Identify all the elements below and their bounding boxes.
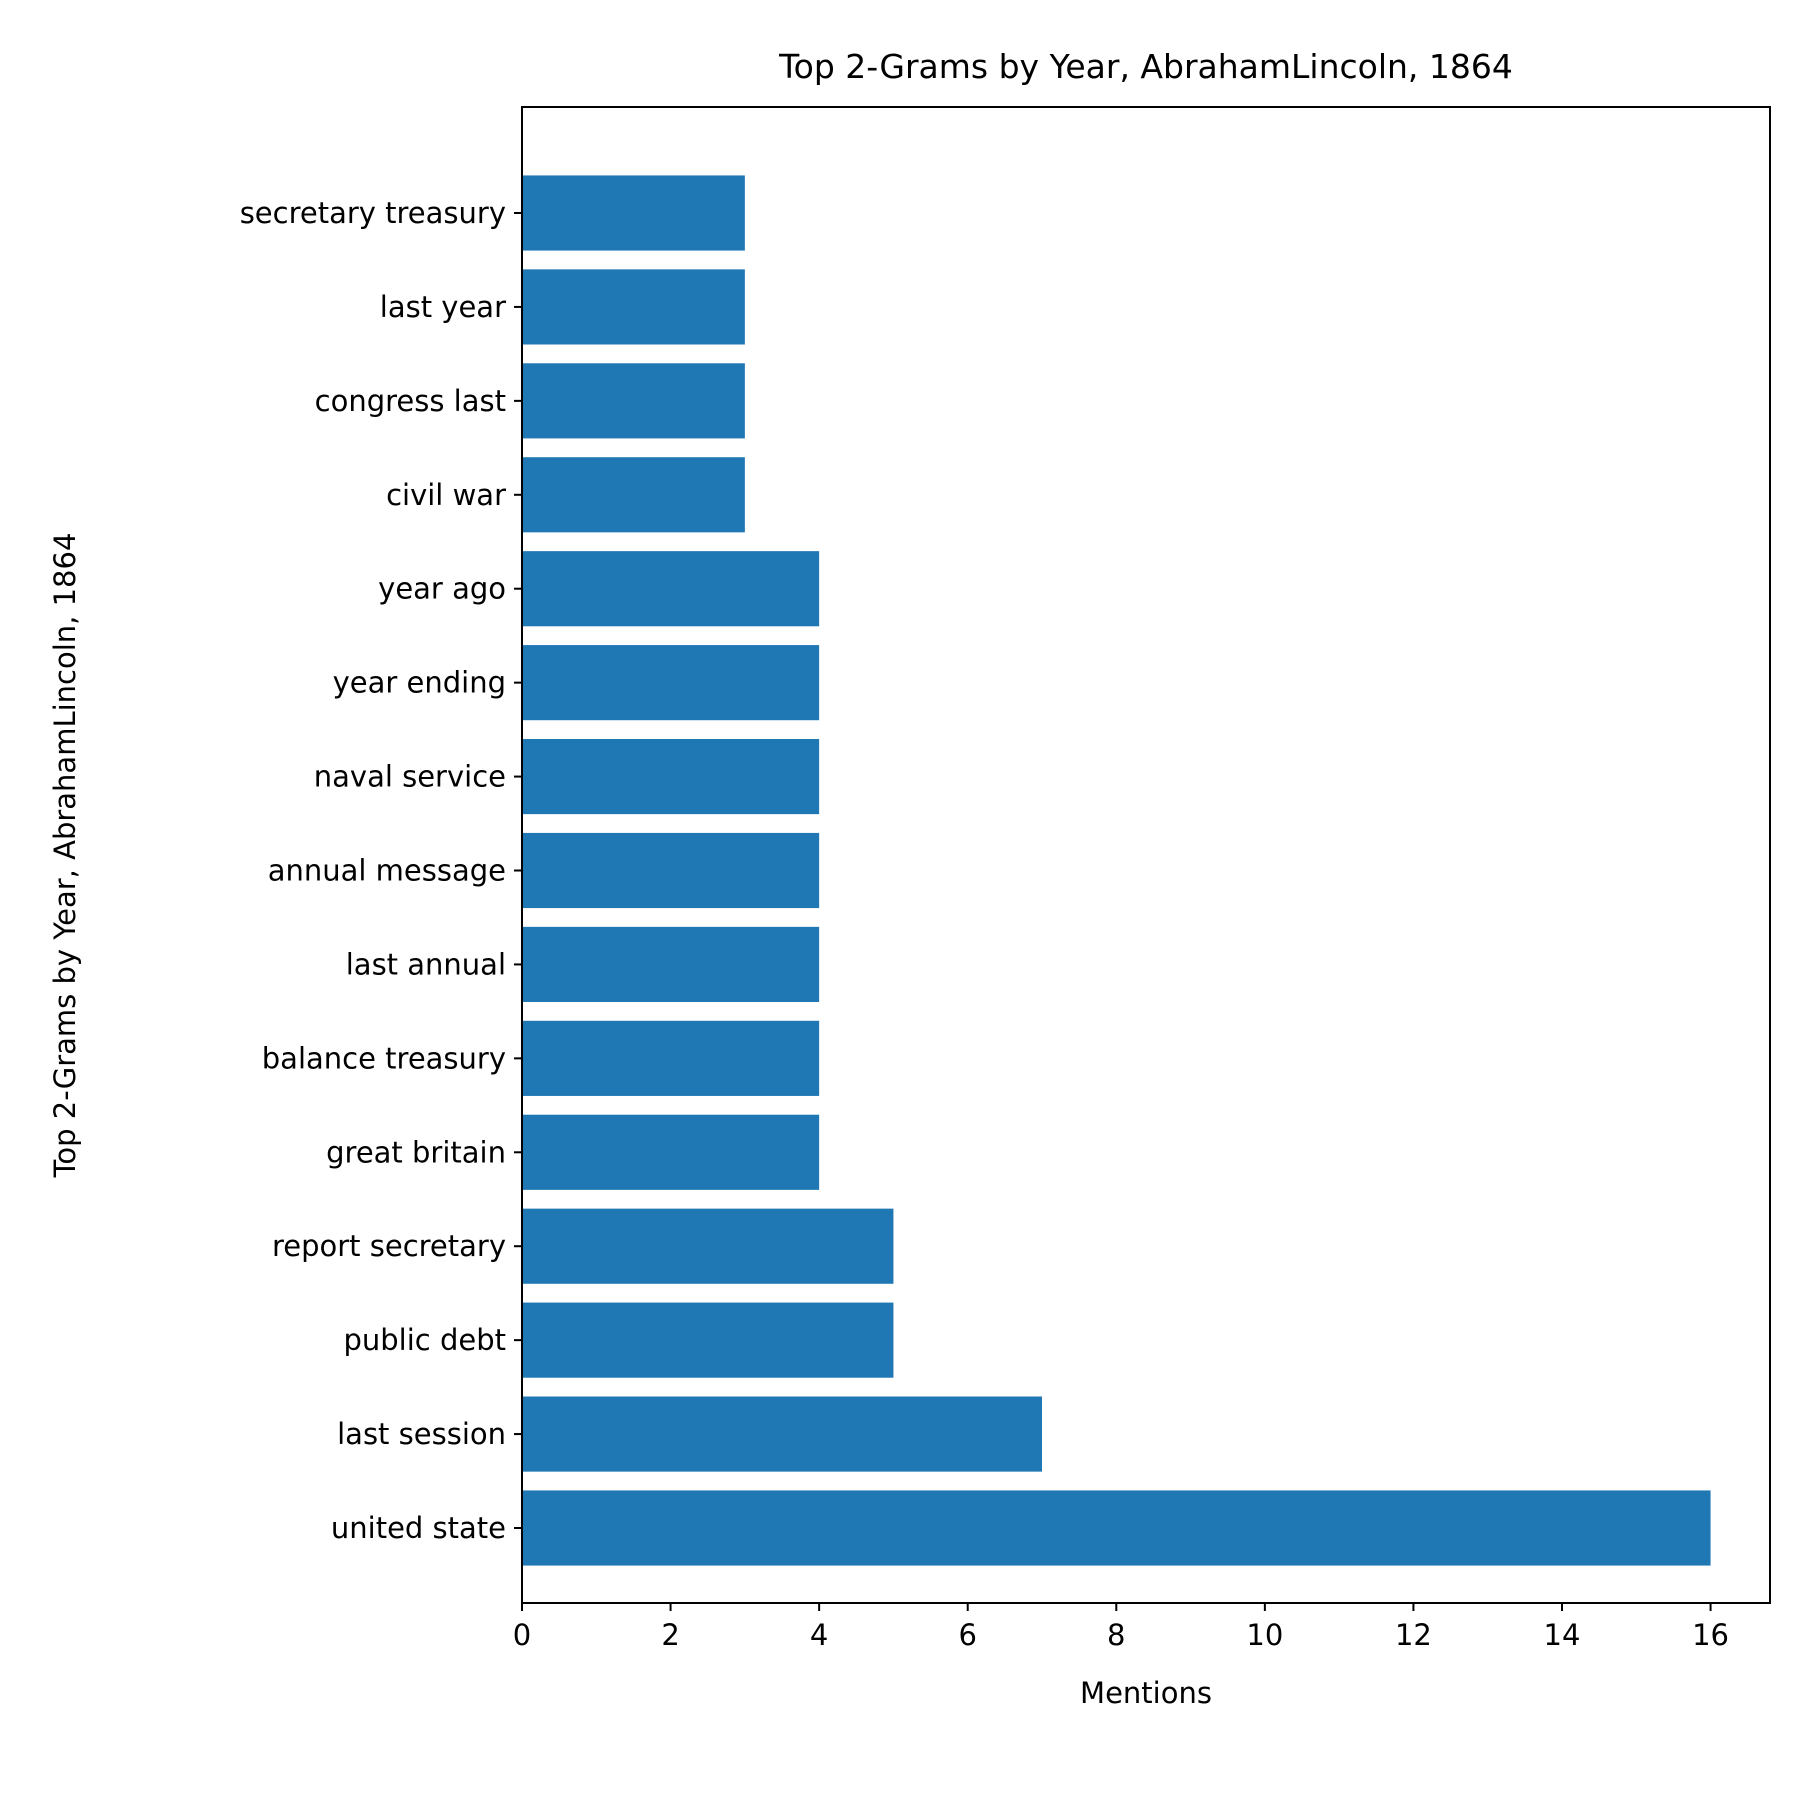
- y-tick-label: civil war: [386, 478, 506, 512]
- y-tick-label: naval service: [314, 760, 506, 794]
- bar: [522, 175, 745, 251]
- bar: [522, 363, 745, 439]
- y-tick-label: public debt: [343, 1323, 506, 1357]
- x-tick-label: 12: [1395, 1618, 1432, 1652]
- bar: [522, 926, 820, 1002]
- x-tick-label: 14: [1544, 1618, 1581, 1652]
- x-axis-ticks: 0 2 4 6 8 10 12 14 16: [513, 1603, 1729, 1652]
- plot-frame: [521, 106, 1771, 1604]
- chart-title: Top 2-Grams by Year, AbrahamLincoln, 186…: [778, 47, 1513, 86]
- y-tick-label: united state: [331, 1511, 506, 1545]
- bar: [522, 1302, 894, 1378]
- x-tick-label: 2: [661, 1618, 679, 1652]
- y-tick-label: last annual: [346, 947, 506, 981]
- y-tick-label: balance treasury: [262, 1041, 506, 1075]
- x-axis-label: Mentions: [1080, 1676, 1212, 1710]
- x-tick-label: 6: [958, 1618, 976, 1652]
- y-axis-label: Top 2-Grams by Year, AbrahamLincoln, 186…: [48, 533, 82, 1179]
- y-axis-ticks: united state last session public debt repor…: [240, 196, 522, 1545]
- y-tick-label: year ago: [378, 572, 506, 606]
- y-tick-label: congress last: [315, 384, 506, 418]
- y-tick-label: year ending: [333, 666, 506, 700]
- bar: [522, 1490, 1711, 1566]
- x-tick-label: 0: [513, 1618, 531, 1652]
- x-tick-label: 10: [1246, 1618, 1283, 1652]
- bar: [522, 269, 745, 345]
- x-tick-label: 4: [810, 1618, 828, 1652]
- bar: [522, 551, 820, 627]
- x-tick-label: 16: [1692, 1618, 1729, 1652]
- bar: [522, 739, 820, 815]
- bar: [522, 832, 820, 909]
- y-tick-label: report secretary: [272, 1229, 506, 1263]
- y-tick-label: annual message: [268, 854, 506, 888]
- bars-layer: [522, 175, 1711, 1566]
- y-tick-label: secretary treasury: [240, 196, 506, 230]
- bar: [522, 457, 745, 533]
- y-tick-label: great britain: [326, 1135, 506, 1169]
- y-tick-label: last session: [337, 1417, 506, 1451]
- y-tick-label: last year: [380, 290, 506, 324]
- bar: [522, 1020, 820, 1096]
- bar: [522, 645, 820, 721]
- bar: [522, 1114, 820, 1190]
- bar: [522, 1208, 894, 1284]
- bar: [522, 1396, 1042, 1472]
- x-tick-label: 8: [1107, 1618, 1125, 1652]
